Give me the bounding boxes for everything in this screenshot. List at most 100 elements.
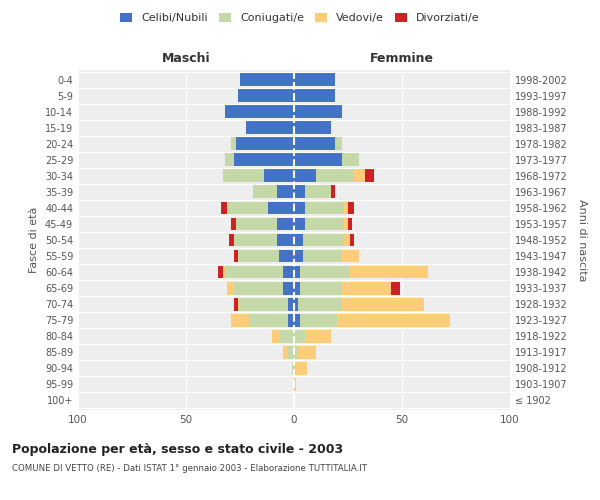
Bar: [344, 234, 350, 246]
Bar: [316, 170, 355, 182]
Bar: [227, 202, 268, 214]
Bar: [391, 282, 400, 294]
Bar: [301, 282, 341, 294]
Bar: [223, 266, 225, 278]
Bar: [294, 170, 316, 182]
Bar: [233, 298, 238, 310]
Bar: [301, 314, 337, 326]
Bar: [218, 266, 223, 278]
Bar: [229, 234, 233, 246]
Bar: [355, 170, 365, 182]
Bar: [344, 218, 348, 230]
Bar: [225, 266, 283, 278]
Bar: [337, 314, 449, 326]
Bar: [279, 330, 294, 342]
Bar: [287, 314, 294, 326]
Bar: [294, 234, 302, 246]
Bar: [294, 73, 335, 86]
Bar: [365, 170, 374, 182]
Bar: [277, 234, 294, 246]
Bar: [294, 154, 341, 166]
Bar: [296, 362, 307, 374]
Bar: [344, 202, 348, 214]
Bar: [227, 282, 233, 294]
Bar: [305, 218, 344, 230]
Bar: [294, 138, 335, 150]
Bar: [238, 298, 240, 310]
Bar: [279, 250, 294, 262]
Bar: [240, 298, 287, 310]
Bar: [294, 266, 301, 278]
Bar: [233, 234, 277, 246]
Bar: [283, 346, 287, 358]
Text: COMUNE DI VETTO (RE) - Dati ISTAT 1° gennaio 2003 - Elaborazione TUTTITALIA.IT: COMUNE DI VETTO (RE) - Dati ISTAT 1° gen…: [12, 464, 367, 473]
Bar: [225, 106, 294, 118]
Bar: [223, 170, 264, 182]
Bar: [232, 314, 248, 326]
Bar: [238, 250, 279, 262]
Bar: [294, 378, 296, 391]
Bar: [301, 266, 350, 278]
Bar: [225, 154, 233, 166]
Bar: [341, 250, 359, 262]
Bar: [277, 218, 294, 230]
Bar: [283, 282, 294, 294]
Bar: [294, 362, 296, 374]
Bar: [294, 202, 305, 214]
Bar: [350, 266, 428, 278]
Bar: [294, 250, 302, 262]
Legend: Celibi/Nubili, Coniugati/e, Vedovi/e, Divorziati/e: Celibi/Nubili, Coniugati/e, Vedovi/e, Di…: [118, 10, 482, 26]
Bar: [248, 314, 287, 326]
Bar: [348, 218, 352, 230]
Y-axis label: Fasce di età: Fasce di età: [29, 207, 39, 273]
Bar: [294, 218, 305, 230]
Bar: [233, 250, 238, 262]
Bar: [272, 330, 279, 342]
Bar: [294, 298, 298, 310]
Bar: [294, 330, 305, 342]
Bar: [298, 298, 341, 310]
Bar: [253, 186, 277, 198]
Bar: [331, 186, 335, 198]
Bar: [233, 282, 283, 294]
Bar: [302, 234, 344, 246]
Bar: [294, 282, 301, 294]
Bar: [236, 218, 277, 230]
Bar: [232, 138, 236, 150]
Bar: [287, 346, 294, 358]
Bar: [294, 106, 341, 118]
Bar: [268, 202, 294, 214]
Bar: [232, 218, 236, 230]
Bar: [287, 298, 294, 310]
Bar: [238, 89, 294, 102]
Bar: [240, 73, 294, 86]
Text: Popolazione per età, sesso e stato civile - 2003: Popolazione per età, sesso e stato civil…: [12, 442, 343, 456]
Bar: [305, 202, 344, 214]
Bar: [341, 298, 424, 310]
Bar: [233, 154, 294, 166]
Bar: [294, 89, 335, 102]
Bar: [294, 314, 301, 326]
Bar: [294, 186, 305, 198]
Bar: [350, 234, 355, 246]
Bar: [264, 170, 294, 182]
Bar: [341, 154, 359, 166]
Bar: [294, 346, 298, 358]
Bar: [221, 202, 227, 214]
Bar: [298, 346, 316, 358]
Bar: [283, 266, 294, 278]
Bar: [305, 330, 331, 342]
Text: Maschi: Maschi: [161, 52, 211, 65]
Bar: [277, 186, 294, 198]
Bar: [292, 362, 294, 374]
Bar: [341, 282, 391, 294]
Bar: [348, 202, 355, 214]
Bar: [247, 122, 294, 134]
Y-axis label: Anni di nascita: Anni di nascita: [577, 198, 587, 281]
Bar: [305, 186, 331, 198]
Bar: [302, 250, 341, 262]
Text: Femmine: Femmine: [370, 52, 434, 65]
Bar: [294, 122, 331, 134]
Bar: [335, 138, 341, 150]
Bar: [236, 138, 294, 150]
